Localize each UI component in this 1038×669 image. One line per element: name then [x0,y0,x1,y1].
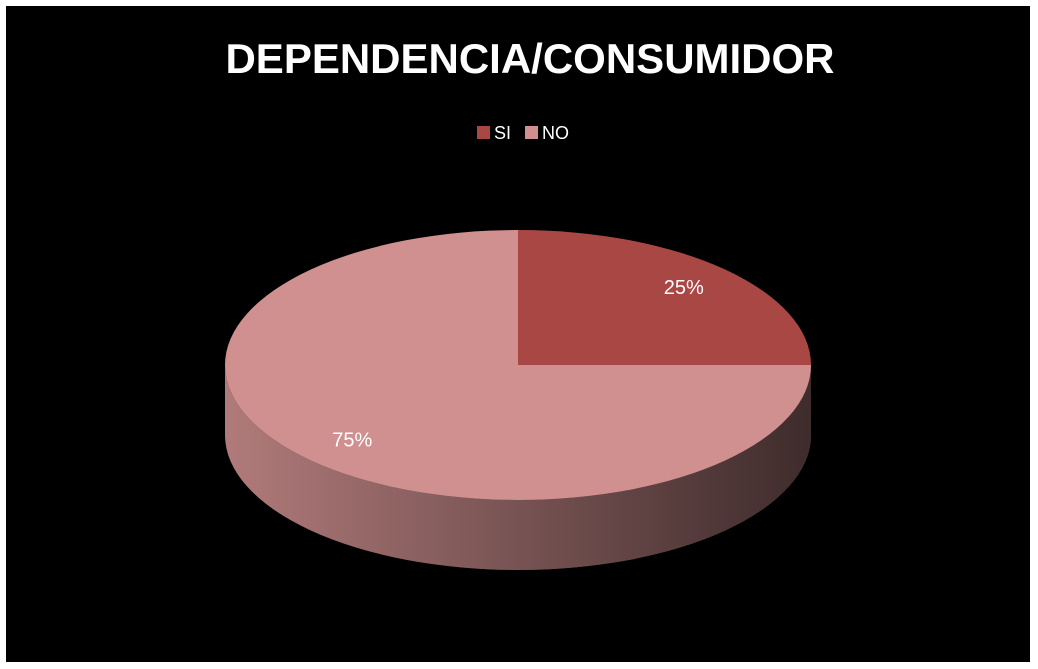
legend-swatch [477,126,490,139]
data-label: 75% [332,430,372,452]
slice [225,230,811,500]
legend-swatch [525,126,539,139]
slice-side-shade [225,365,811,570]
slice [518,230,811,365]
legend-label: NO [542,123,569,143]
legend-label: SI [494,123,511,143]
data-label: 25% [664,277,704,299]
chart-title: DEPENDENCIA/CONSUMIDOR [225,35,834,82]
